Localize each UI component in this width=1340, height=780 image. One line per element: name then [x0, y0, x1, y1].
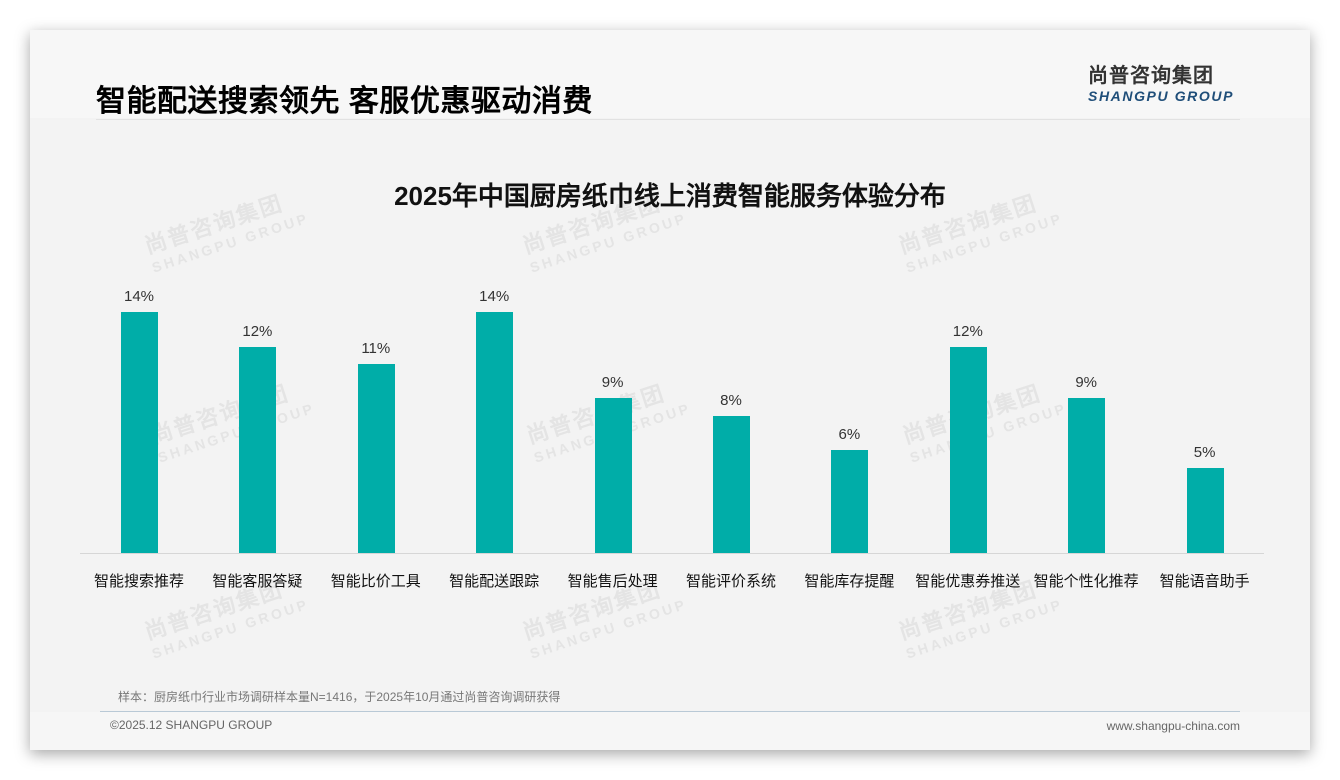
website-link[interactable]: www.shangpu-china.com: [1106, 719, 1240, 733]
bar-group: 5%: [1146, 260, 1264, 554]
bar-value-label: 9%: [601, 374, 624, 391]
bar-group: 9%: [554, 260, 672, 554]
chart-title: 2025年中国厨房纸巾线上消费智能服务体验分布: [394, 181, 946, 211]
bar-group: 12%: [198, 260, 316, 554]
bar-value-label: 9%: [1075, 374, 1098, 391]
bar-value-label: 11%: [361, 340, 391, 357]
bar: [357, 364, 395, 554]
bar-value-label: 6%: [838, 426, 861, 443]
sample-note: 样本：厨房纸巾行业市场调研样本量N=1416，于2025年10月通过尚普咨询调研…: [118, 690, 561, 704]
category-label: 智能个性化推荐: [1033, 573, 1139, 590]
copyright: ©2025.12 SHANGPU GROUP: [110, 718, 273, 732]
bar-value-label: 8%: [720, 392, 742, 409]
logo-en: SHANGPU GROUP: [1088, 88, 1235, 104]
bar: [1068, 398, 1106, 554]
bar-value-label: 12%: [242, 323, 273, 340]
category-label: 智能语音助手: [1159, 573, 1250, 590]
bar: [713, 416, 750, 554]
page-title: 智能配送搜索领先 客服优惠驱动消费: [96, 85, 593, 118]
footer-divider: [100, 711, 1240, 712]
category-label: 智能评价系统: [685, 573, 776, 590]
slide: 智能配送搜索领先 客服优惠驱动消费 尚普咨询集团 SHANGPU GROUP 尚…: [30, 30, 1310, 750]
bar-group: 14%: [435, 260, 553, 554]
bar-group: 6%: [790, 260, 908, 554]
bar: [949, 347, 987, 554]
company-logo: 尚普咨询集团 SHANGPU GROUP: [1088, 64, 1238, 104]
category-label: 智能优惠券推送: [915, 573, 1021, 590]
bar-value-label: 12%: [952, 323, 983, 340]
bar-group: 8%: [672, 260, 790, 554]
bar: [239, 347, 277, 554]
bar-value-label: 14%: [123, 288, 155, 305]
footer-band: [30, 712, 1310, 750]
bar-value-label: 14%: [479, 288, 510, 305]
bar: [1186, 468, 1224, 554]
bar: [594, 398, 632, 554]
bar-value-label: 5%: [1193, 444, 1216, 461]
bar: [476, 312, 514, 554]
category-label: 智能售后处理: [567, 573, 658, 590]
bar-group: 14%: [80, 260, 198, 554]
bar: [831, 450, 869, 554]
bar-group: 12%: [909, 260, 1027, 554]
bar-group: 11%: [317, 260, 435, 554]
category-label: 智能搜索推荐: [93, 573, 184, 590]
category-label: 智能配送跟踪: [449, 573, 540, 590]
category-label: 智能客服答疑: [212, 573, 303, 590]
x-axis-line: [80, 553, 1264, 554]
category-label: 智能比价工具: [330, 573, 421, 590]
bar-chart-plot: 14% 12% 11% 14% 9% 8% 6% 12% 9% 5%: [80, 260, 1264, 554]
header-divider: [96, 119, 1240, 120]
header-band: [30, 30, 1310, 118]
logo-cn: 尚普咨询集团: [1088, 65, 1214, 87]
bar-group: 9%: [1027, 260, 1145, 554]
category-label: 智能库存提醒: [804, 573, 895, 590]
bar: [121, 312, 158, 554]
